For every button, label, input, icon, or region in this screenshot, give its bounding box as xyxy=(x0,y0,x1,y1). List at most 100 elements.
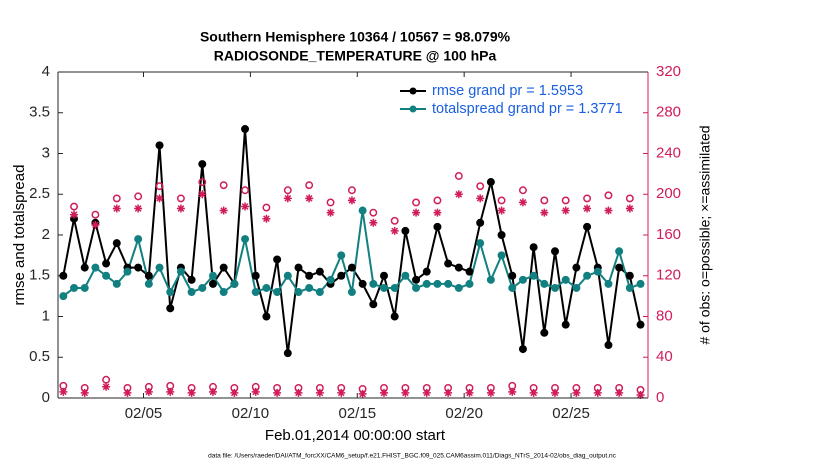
point xyxy=(444,259,453,268)
assimilated-marker xyxy=(508,387,517,396)
possible-marker xyxy=(326,198,335,207)
y-tick-label: 3 xyxy=(42,144,50,161)
assimilated-marker xyxy=(91,220,100,229)
possible-marker xyxy=(241,186,249,195)
assimilated-marker xyxy=(358,389,367,398)
y2-tick-label: 200 xyxy=(656,185,681,202)
y2-tick-label: 120 xyxy=(656,267,681,284)
chart-title: Southern Hemisphere 10364 / 10567 = 98.0… xyxy=(200,29,511,45)
assimilated-marker xyxy=(315,388,324,397)
assimilated-marker xyxy=(390,226,399,235)
point xyxy=(540,328,549,337)
point xyxy=(508,283,517,292)
assimilated-marker xyxy=(604,206,613,215)
point xyxy=(187,288,196,297)
point xyxy=(166,304,175,313)
possible-marker xyxy=(604,191,613,200)
assimilated-marker xyxy=(412,208,421,217)
y2-tick-label: 80 xyxy=(656,307,673,324)
assimilated-marker xyxy=(187,388,196,397)
point xyxy=(358,206,367,215)
point xyxy=(70,283,79,292)
point xyxy=(123,267,132,276)
point xyxy=(422,267,431,276)
point xyxy=(241,235,250,244)
point xyxy=(251,271,260,280)
point xyxy=(518,345,527,354)
possible-marker xyxy=(561,196,570,205)
point xyxy=(604,279,613,288)
assimilated-marker xyxy=(497,206,506,215)
point xyxy=(476,239,485,248)
point xyxy=(561,320,570,329)
point xyxy=(305,271,314,280)
possible-marker xyxy=(625,194,634,203)
possible-marker xyxy=(283,186,292,195)
point xyxy=(273,288,282,297)
point xyxy=(294,263,303,272)
y-axis-label: rmse and totalspread xyxy=(11,165,28,306)
assimilated-marker xyxy=(70,210,79,219)
assimilated-marker xyxy=(422,388,431,397)
point xyxy=(187,275,196,284)
point xyxy=(529,243,538,252)
point xyxy=(144,279,153,288)
possible-marker xyxy=(476,182,485,191)
point xyxy=(315,288,324,297)
point xyxy=(112,279,121,288)
point xyxy=(476,218,485,227)
assimilated-marker xyxy=(230,388,239,397)
point xyxy=(208,279,217,288)
footnote: data file: /Users/raeder/DAI/ATM_forcXX/… xyxy=(208,453,617,460)
possible-marker xyxy=(369,208,378,217)
y-tick-label: 4 xyxy=(42,63,50,80)
point xyxy=(155,263,164,272)
point xyxy=(315,267,324,276)
point xyxy=(102,271,111,280)
point xyxy=(422,279,431,288)
y2-tick-label: 320 xyxy=(656,63,681,80)
possible-marker xyxy=(390,216,399,225)
point xyxy=(444,279,453,288)
y2-tick-label: 160 xyxy=(656,226,681,243)
point xyxy=(80,283,89,292)
point xyxy=(59,271,68,280)
legend-label: totalspread grand pr = 1.3771 xyxy=(432,101,623,117)
x-tick-label: 02/05 xyxy=(125,405,163,422)
point xyxy=(102,259,111,268)
possible-marker xyxy=(112,194,121,203)
point xyxy=(551,247,560,256)
point xyxy=(486,178,495,187)
assimilated-marker xyxy=(273,388,282,397)
point xyxy=(198,160,207,169)
assimilated-marker xyxy=(401,388,410,397)
y-tick-label: 3.5 xyxy=(29,104,50,121)
assimilated-marker xyxy=(476,194,485,203)
possible-marker xyxy=(176,194,185,203)
legend-box xyxy=(394,77,642,123)
point xyxy=(636,279,645,288)
assimilated-marker xyxy=(593,388,602,397)
point xyxy=(251,288,260,297)
possible-marker xyxy=(347,186,356,195)
assimilated-marker xyxy=(465,388,474,397)
point xyxy=(208,271,217,280)
assimilated-marker xyxy=(615,388,624,397)
assimilated-marker xyxy=(625,204,634,213)
assimilated-marker xyxy=(198,190,207,199)
point xyxy=(412,275,421,284)
point xyxy=(358,279,367,288)
point xyxy=(401,226,410,235)
point xyxy=(230,279,239,288)
point xyxy=(572,263,581,272)
possible-marker xyxy=(433,196,442,205)
assimilated-marker xyxy=(583,204,592,213)
point xyxy=(518,275,527,284)
point xyxy=(176,267,185,276)
point xyxy=(273,255,282,264)
assimilated-marker xyxy=(551,388,560,397)
point xyxy=(155,141,164,150)
assimilated-marker xyxy=(219,206,228,215)
assimilated-marker xyxy=(241,202,250,211)
point xyxy=(305,283,314,292)
